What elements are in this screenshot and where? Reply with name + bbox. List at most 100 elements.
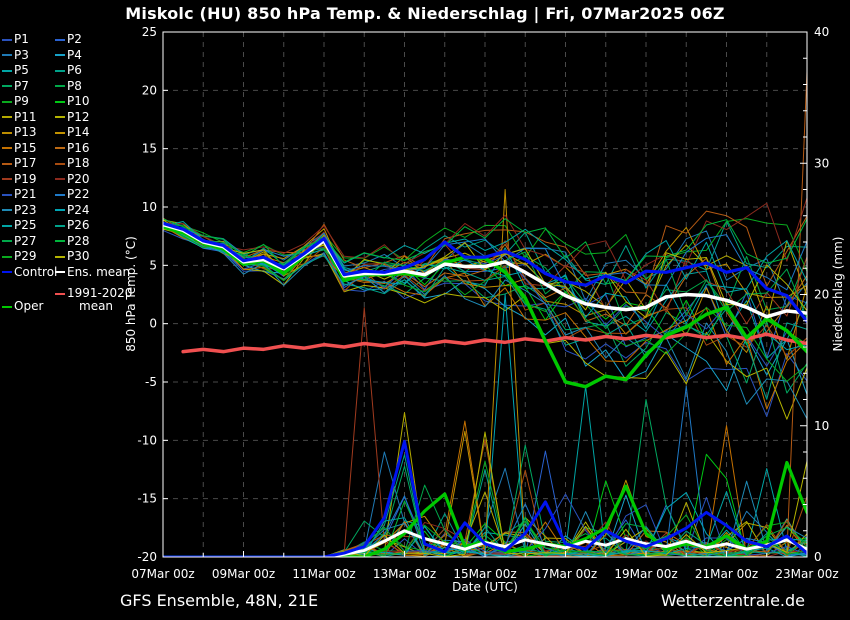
legend-item-p2-label: P2 — [67, 32, 82, 46]
legend-item-p24-label: P24 — [67, 202, 90, 217]
temp-axis-label: 850 hPa Temp. (°C) — [124, 236, 138, 352]
x-tick-label-2: 11Mar 00z — [292, 567, 355, 581]
legend-item-p26-swatch — [55, 224, 65, 227]
legend-item-p9-swatch — [2, 100, 12, 103]
member-precip-line-p22 — [163, 385, 807, 557]
legend-item-p21-swatch — [2, 193, 12, 196]
member-temp-line-p1 — [163, 229, 807, 417]
legend-item-p5-swatch — [2, 69, 12, 72]
legend-item-p29-label: P29 — [14, 249, 37, 263]
control-temp-line — [163, 221, 807, 323]
legend-item-p3-label: P3 — [14, 47, 29, 62]
precip-tick-label-20: 20 — [814, 288, 829, 302]
legend-item-p5: P5 — [2, 64, 29, 77]
temp-tick-label--5: -5 — [145, 375, 157, 389]
legend-item-p24-swatch — [55, 209, 65, 211]
member-temp-line-p6 — [163, 220, 807, 289]
member-precip-line-p26 — [163, 454, 807, 557]
legend-item-p24: P24 — [55, 202, 90, 217]
legend-item-p11-label: P11 — [14, 109, 37, 124]
member-precip-line-p10 — [163, 453, 807, 557]
x-tick-label-1: 09Mar 00z — [212, 567, 275, 581]
legend-item-p17-label: P17 — [14, 156, 37, 170]
legend-item-p19-swatch — [2, 178, 12, 180]
legend-item-p30-swatch — [55, 255, 65, 258]
member-temp-line-p17 — [163, 210, 807, 294]
legend-item-p9-label: P9 — [14, 94, 29, 108]
member-precip-line-p28 — [163, 500, 807, 557]
legend-item-p15-label: P15 — [14, 140, 37, 155]
precip-axis-label: Niederschlag (mm) — [831, 236, 845, 352]
precip-tick-label-10: 10 — [814, 419, 829, 433]
legend-item-p13: P13 — [2, 126, 37, 139]
legend-item-p10: P10 — [55, 95, 90, 108]
legend-item-p12-swatch — [55, 116, 65, 118]
legend-item-p2-swatch — [55, 38, 65, 41]
legend-item-p28-swatch — [55, 240, 65, 242]
legend-item-p27-label: P27 — [14, 233, 37, 248]
legend-item-p20-label: P20 — [67, 171, 90, 186]
legend-item-p22: P22 — [55, 188, 90, 201]
legend-item-p17-swatch — [2, 162, 12, 165]
legend-item-p10-label: P10 — [67, 94, 90, 108]
temp-tick-label-20: 20 — [142, 83, 157, 97]
legend-item-control: Control — [2, 264, 58, 279]
x-tick-label-3: 13Mar 00z — [373, 567, 436, 581]
legend-item-p12-label: P12 — [67, 109, 90, 124]
legend-item-p30: P30 — [55, 250, 90, 263]
legend-item-ens-mean-swatch — [55, 271, 65, 273]
legend-item-p6-swatch — [55, 69, 65, 72]
legend-item-p23-label: P23 — [14, 202, 37, 217]
temp-tick-label--15: -15 — [137, 492, 157, 506]
legend-item-p22-label: P22 — [67, 187, 90, 201]
data-lines — [163, 70, 807, 557]
precip-tick-label-30: 30 — [814, 156, 829, 170]
legend-item-p27: P27 — [2, 233, 37, 248]
x-tick-label-0: 07Mar 00z — [131, 567, 194, 581]
legend-item-p7-label: P7 — [14, 78, 29, 93]
legend-item-p16-swatch — [55, 147, 65, 149]
legend-item-climate-mean: 1991-2020 — [55, 287, 132, 300]
legend-item-p3: P3 — [2, 47, 29, 62]
legend-item-p19: P19 — [2, 172, 37, 186]
model-info-text: GFS Ensemble, 48N, 21E — [120, 591, 319, 610]
legend-item-p21-label: P21 — [14, 187, 37, 201]
legend-item-p8-label: P8 — [67, 78, 82, 93]
legend-item-climate-mean-line2-label: mean — [79, 299, 114, 313]
legend-item-p26-label: P26 — [67, 218, 90, 232]
legend-item-p9: P9 — [2, 95, 29, 108]
legend-item-p28: P28 — [55, 233, 90, 248]
legend-item-p7: P7 — [2, 78, 29, 93]
legend-item-p7-swatch — [2, 85, 12, 87]
legend-item-p4-label: P4 — [67, 47, 82, 62]
legend-item-p29: P29 — [2, 250, 37, 263]
legend-item-p29-swatch — [2, 255, 12, 258]
legend-item-p25-label: P25 — [14, 218, 37, 232]
legend-item-p27-swatch — [2, 240, 12, 242]
legend-item-p10-swatch — [55, 100, 65, 103]
legend-item-p25-swatch — [2, 224, 12, 227]
temp-tick-label-10: 10 — [142, 200, 157, 214]
legend-item-oper-swatch — [2, 305, 12, 308]
legend-item-p28-label: P28 — [67, 233, 90, 248]
legend-item-p4: P4 — [55, 47, 82, 62]
legend-item-p23: P23 — [2, 202, 37, 217]
legend-item-p13-label: P13 — [14, 125, 37, 139]
control-precip-line — [163, 440, 807, 557]
legend-item-oper-label: Oper — [14, 299, 44, 313]
site-credit-text: Wetterzentrale.de — [660, 591, 805, 610]
legend-item-p14: P14 — [55, 126, 90, 139]
x-tick-label-6: 19Mar 00z — [614, 567, 677, 581]
chart-title: Miskolc (HU) 850 hPa Temp. & Niederschla… — [125, 4, 725, 23]
legend-item-control-label: Control — [14, 264, 58, 279]
legend-item-p11: P11 — [2, 109, 37, 124]
legend-item-ens-mean: Ens. mean — [55, 265, 130, 279]
legend-item-p23-swatch — [2, 209, 12, 211]
legend-item-p18-label: P18 — [67, 156, 90, 170]
legend-item-p20: P20 — [55, 171, 90, 186]
climate-mean-line — [181, 332, 807, 354]
x-tick-label-5: 17Mar 00z — [534, 567, 597, 581]
legend-item-p5-label: P5 — [14, 63, 29, 77]
legend-item-p1: P1 — [2, 33, 29, 46]
legend-item-p26: P26 — [55, 219, 90, 232]
